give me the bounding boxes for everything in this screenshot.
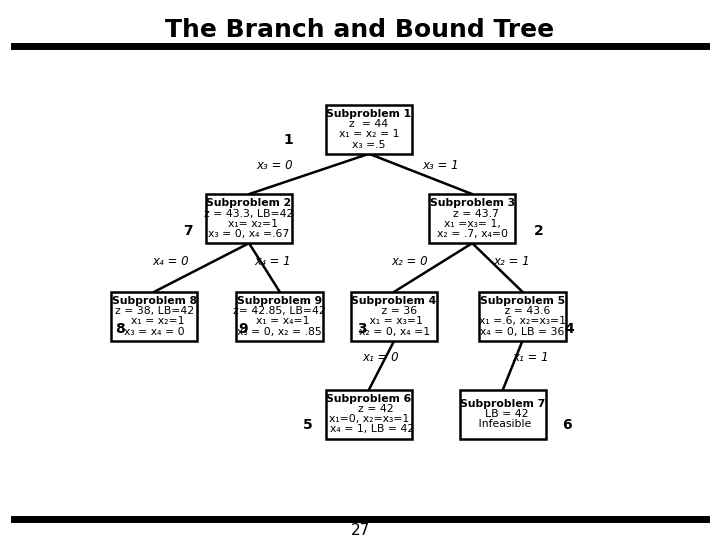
Text: x₁ = x₃=1: x₁ = x₃=1 xyxy=(366,316,423,327)
Text: x₂ = 1: x₂ = 1 xyxy=(493,254,530,267)
Text: z = 36: z = 36 xyxy=(371,306,417,316)
Text: 5: 5 xyxy=(302,418,312,433)
Text: Subproblem 9: Subproblem 9 xyxy=(237,296,323,306)
Text: x₄ = 0, LB = 36: x₄ = 0, LB = 36 xyxy=(480,327,564,337)
Text: x₂ = 0: x₂ = 0 xyxy=(391,254,428,267)
Text: z= 42.85, LB=42: z= 42.85, LB=42 xyxy=(233,306,326,316)
FancyBboxPatch shape xyxy=(351,292,437,341)
Text: 7: 7 xyxy=(183,224,192,238)
Text: x₄ = 0: x₄ = 0 xyxy=(153,254,189,267)
Text: x₁ = x₂ = 1: x₁ = x₂ = 1 xyxy=(338,130,400,139)
Text: x₁ = 1: x₁ = 1 xyxy=(513,352,549,365)
Text: Subproblem 6: Subproblem 6 xyxy=(326,394,412,404)
Text: x₁ =.6, x₂=x₃=1: x₁ =.6, x₂=x₃=1 xyxy=(479,316,566,327)
Text: z = 43.6: z = 43.6 xyxy=(494,306,551,316)
Text: z = 43.3, LB=42: z = 43.3, LB=42 xyxy=(204,208,294,219)
Text: x₁ = x₄=1: x₁ = x₄=1 xyxy=(249,316,310,327)
Text: 2: 2 xyxy=(534,224,544,238)
Text: LB = 42: LB = 42 xyxy=(477,409,528,419)
Text: z = 43.7: z = 43.7 xyxy=(446,208,499,219)
Text: x₁ = x₂=1: x₁ = x₂=1 xyxy=(124,316,184,327)
Text: x₃ = 0, x₄ =.67: x₃ = 0, x₄ =.67 xyxy=(208,229,289,239)
Text: 3: 3 xyxy=(358,322,367,336)
FancyBboxPatch shape xyxy=(111,292,197,341)
Text: x₃ = 0: x₃ = 0 xyxy=(256,159,292,172)
Text: 8: 8 xyxy=(114,322,125,336)
FancyBboxPatch shape xyxy=(459,389,546,438)
Text: x₁ =x₃= 1,: x₁ =x₃= 1, xyxy=(444,219,500,229)
Text: 4: 4 xyxy=(564,322,574,336)
Text: 1: 1 xyxy=(283,133,293,147)
Text: x₁ = 0: x₁ = 0 xyxy=(362,352,398,365)
FancyBboxPatch shape xyxy=(236,292,323,341)
Text: z = 42: z = 42 xyxy=(344,404,394,414)
FancyBboxPatch shape xyxy=(325,389,413,438)
FancyBboxPatch shape xyxy=(325,105,413,154)
Text: Subproblem 3: Subproblem 3 xyxy=(430,198,515,208)
Text: x₂ = 0, x₄ =1: x₂ = 0, x₄ =1 xyxy=(359,327,430,337)
Text: x₄ = 1: x₄ = 1 xyxy=(255,254,292,267)
Text: 27: 27 xyxy=(351,523,369,538)
Text: 9: 9 xyxy=(238,322,248,336)
Text: Subproblem 4: Subproblem 4 xyxy=(351,296,437,306)
Text: x₄ = 1, LB = 42: x₄ = 1, LB = 42 xyxy=(323,424,415,435)
Text: Subproblem 5: Subproblem 5 xyxy=(480,296,565,306)
Text: x₃ =.5: x₃ =.5 xyxy=(352,140,386,150)
Text: Subproblem 1: Subproblem 1 xyxy=(326,109,412,119)
Text: x₃ = 0, x₂ = .85: x₃ = 0, x₂ = .85 xyxy=(238,327,322,337)
Text: Infeasible: Infeasible xyxy=(474,420,531,429)
Text: Subproblem 7: Subproblem 7 xyxy=(460,399,546,409)
Text: Subproblem 8: Subproblem 8 xyxy=(112,296,197,306)
FancyBboxPatch shape xyxy=(206,194,292,243)
Text: z = 38, LB=42: z = 38, LB=42 xyxy=(114,306,194,316)
Text: x₁=0, x₂=x₃=1: x₁=0, x₂=x₃=1 xyxy=(329,414,409,424)
Text: z  = 44: z = 44 xyxy=(349,119,389,129)
FancyBboxPatch shape xyxy=(480,292,566,341)
Text: x₁= x₂=1: x₁= x₂=1 xyxy=(220,219,277,229)
Text: The Branch and Bound Tree: The Branch and Bound Tree xyxy=(166,18,554,42)
Text: 6: 6 xyxy=(562,418,572,433)
Text: x₃ = 1: x₃ = 1 xyxy=(422,159,459,172)
Text: x₂ = .7, x₄=0: x₂ = .7, x₄=0 xyxy=(437,229,508,239)
Text: Subproblem 2: Subproblem 2 xyxy=(207,198,292,208)
Text: x₃ = x₄ = 0: x₃ = x₄ = 0 xyxy=(124,327,184,337)
FancyBboxPatch shape xyxy=(429,194,516,243)
